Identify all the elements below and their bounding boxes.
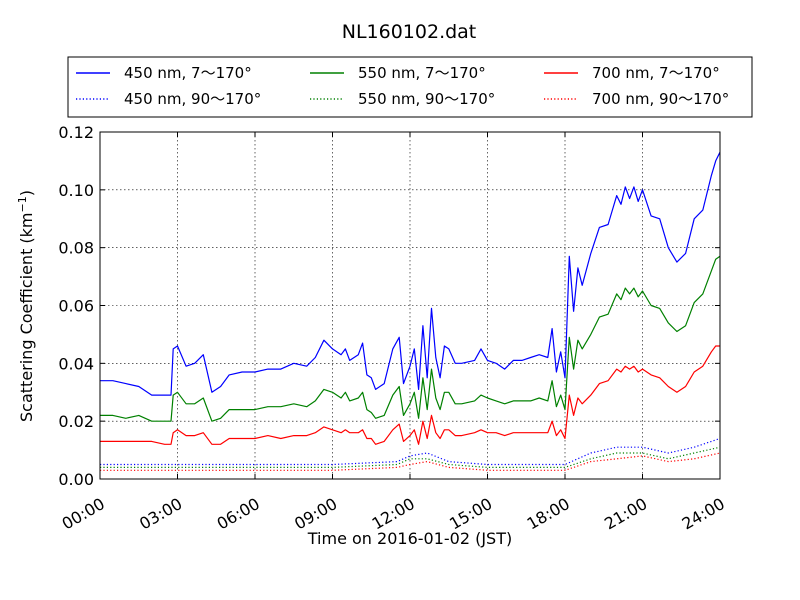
x-tick-label: 21:00 (601, 494, 650, 534)
x-tick-label: 09:00 (291, 494, 340, 534)
x-tick-label: 15:00 (446, 494, 495, 534)
y-axis-title: Scattering Coefficient (km−1) (16, 190, 36, 422)
y-tick-label: 0.00 (58, 470, 94, 489)
y-tick-label: 0.08 (58, 239, 94, 258)
legend-label: 450 nm, 7～170° (124, 64, 252, 82)
x-tick-label: 18:00 (524, 494, 573, 534)
y-tick-label: 0.10 (58, 181, 94, 200)
x-tick-label: 03:00 (136, 494, 185, 534)
x-tick-label: 06:00 (214, 494, 263, 534)
x-axis-title: Time on 2016-01-02 (JST) (307, 529, 512, 548)
y-tick-label: 0.12 (58, 123, 94, 142)
legend: 450 nm, 7～170° 450 nm, 90～170° 550 nm, 7～1… (67, 56, 753, 118)
series-line-1 (100, 151, 721, 396)
series-line-2 (100, 437, 721, 466)
legend-label: 550 nm, 7～170° (358, 64, 486, 82)
x-tick-label: 12:00 (369, 494, 418, 534)
x-tick-label: 00:00 (59, 494, 108, 534)
legend-label: 450 nm, 90～170° (124, 90, 261, 108)
legend-label: 550 nm, 90～170° (358, 90, 495, 108)
plot-area: 00:00 03:00 06:00 09:00 12:00 15:00 18:00 21:00… (58, 123, 728, 534)
legend-label: 700 nm, 7～170° (592, 64, 720, 82)
series-line-5 (100, 345, 720, 445)
y-tick-label: 0.06 (58, 297, 94, 316)
x-tick-label: 24:00 (679, 494, 728, 534)
legend-box (67, 56, 753, 118)
chart-title: NL160102.dat (342, 21, 477, 43)
y-tick-label: 0.02 (58, 412, 94, 431)
legend-label: 700 nm, 90～170° (592, 90, 729, 108)
y-tick-label: 0.04 (58, 354, 94, 373)
series-line-3 (100, 255, 721, 422)
